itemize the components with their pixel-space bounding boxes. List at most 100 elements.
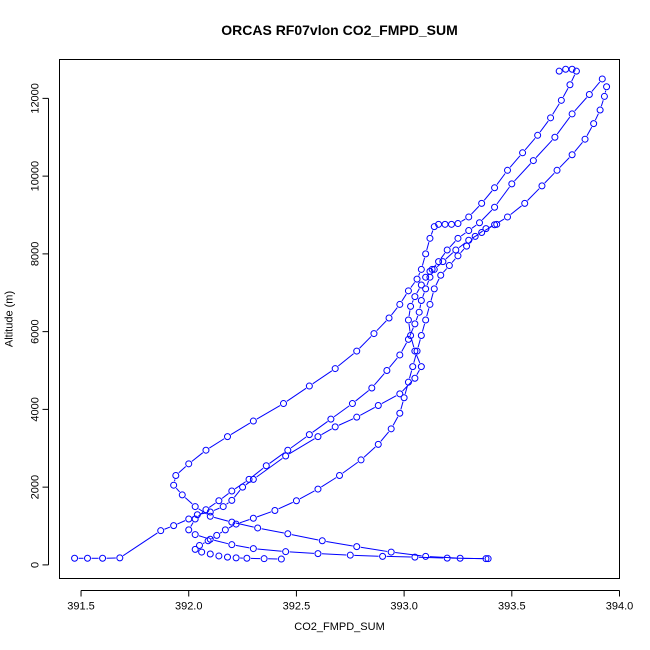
series-line-segment [426, 280, 430, 286]
data-point [292, 497, 300, 505]
data-point [404, 378, 412, 386]
data-point [318, 537, 326, 545]
series-line-segment [443, 268, 448, 273]
data-point [228, 487, 236, 495]
data-point [249, 417, 257, 425]
data-point [411, 374, 419, 382]
data-point [305, 382, 313, 390]
data-point [585, 90, 593, 98]
data-point [422, 273, 430, 281]
series-line-segment [290, 436, 307, 449]
series-line-segment [164, 526, 171, 530]
data-point [504, 166, 511, 174]
series-line-segment [286, 387, 307, 402]
series-line-segment [321, 553, 347, 556]
data-point [491, 184, 499, 192]
series-line-segment [483, 190, 493, 201]
series-line-segment [326, 540, 353, 547]
data-point [417, 265, 425, 273]
data-point [411, 320, 419, 328]
series-line-segment [380, 431, 390, 442]
series-line-segment [440, 252, 446, 259]
data-point [435, 258, 443, 266]
data-point [368, 384, 376, 392]
series-line-segment [401, 293, 407, 302]
data-point [572, 67, 580, 75]
data-point [271, 506, 279, 514]
series-line-segment [408, 310, 411, 317]
data-point [465, 227, 473, 235]
data-point [452, 246, 460, 254]
data-point [185, 526, 193, 534]
data-point [476, 219, 483, 227]
data-point [219, 503, 227, 511]
series-line-segment [410, 282, 416, 288]
series-line-segment [591, 81, 601, 92]
series-line-segment [395, 552, 422, 557]
data-point [249, 514, 257, 522]
series-line-segment [524, 138, 536, 151]
data-point [581, 135, 589, 143]
series-line-segment [208, 502, 216, 508]
data-point [426, 300, 434, 308]
plot-frame [59, 59, 620, 579]
series-line-segment [389, 357, 398, 368]
series-line-segment [198, 535, 207, 539]
data-point [566, 81, 574, 89]
data-point [202, 506, 210, 514]
series-line-segment [257, 548, 282, 552]
data-point [454, 252, 462, 260]
series-line-segment [496, 173, 506, 185]
series-line-segment [175, 487, 180, 493]
data-point [404, 316, 412, 324]
data-point [385, 314, 393, 322]
data-point [529, 157, 537, 165]
series-line-segment [471, 224, 477, 229]
data-point [191, 503, 199, 511]
data-point [555, 67, 563, 75]
data-point [221, 526, 229, 534]
series-line-segment [354, 554, 379, 557]
series-line-segment [219, 531, 223, 534]
data-point [353, 347, 361, 355]
series-line-segment [392, 416, 399, 426]
data-point [314, 433, 322, 441]
series-line-segment [321, 428, 332, 436]
data-point [277, 555, 285, 563]
data-point [327, 415, 335, 423]
data-point [170, 522, 178, 530]
series-line-segment [233, 489, 241, 498]
series-line-segment [415, 315, 419, 321]
series-line-segment [288, 438, 315, 455]
series-line-segment [401, 342, 407, 352]
data-series [170, 65, 580, 563]
series-line-segment [539, 120, 549, 133]
data-point [280, 400, 287, 408]
data-point [84, 554, 91, 562]
data-point [439, 258, 447, 266]
data-point [521, 199, 529, 207]
series-line-segment [376, 320, 387, 332]
y-axis: 0 2000 4000 6000 8000 10000 12000 [30, 83, 49, 568]
y-tick-label: 0 [30, 562, 42, 568]
data-point [379, 552, 387, 560]
series-line-segment [415, 354, 421, 364]
series-line-segment [418, 272, 421, 276]
data-point [370, 330, 378, 338]
series-line-segment [213, 507, 220, 511]
y-tick-label: 6000 [30, 319, 42, 343]
data-point [282, 548, 290, 556]
data-point [71, 554, 79, 562]
data-point [357, 456, 365, 464]
data-point [417, 281, 425, 289]
series-line-segment [562, 88, 569, 98]
series-line-segment [574, 97, 588, 112]
data-point [346, 551, 354, 559]
data-point [284, 530, 292, 538]
series-line-segment [478, 230, 484, 235]
data-point [396, 351, 404, 359]
series-line-segment [468, 239, 473, 244]
data-point [426, 234, 434, 242]
data-point [353, 413, 361, 421]
data-point [407, 302, 415, 310]
